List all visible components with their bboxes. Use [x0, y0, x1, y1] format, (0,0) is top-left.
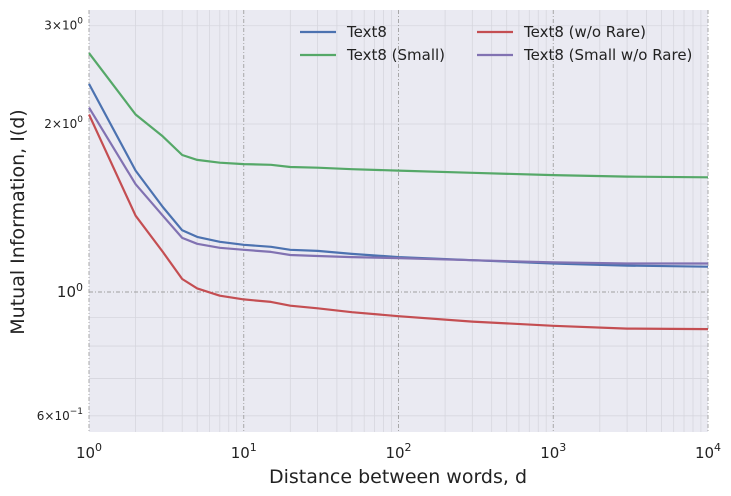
- y-tick-labels: 3×100 2×100 100 6×10−1: [37, 17, 84, 423]
- series-line-4: [88, 107, 708, 265]
- series-line-2: [88, 52, 709, 179]
- legend-label-2: Text8 (Small): [346, 46, 445, 64]
- minor-grid: [89, 10, 708, 432]
- series-lines: [88, 52, 709, 331]
- series-line-3: [88, 114, 709, 331]
- legend: Text8 Text8 (Small) Text8 (w/o Rare) Text8 …: [300, 23, 692, 64]
- y-tick-label: 2×100: [44, 115, 83, 131]
- legend-label-3: Text8 (w/o Rare): [523, 23, 646, 41]
- x-axis-title: Distance between words, d: [269, 466, 527, 488]
- major-grid: [88, 10, 709, 432]
- x-tick-label: 103: [540, 441, 566, 462]
- x-tick-label: 102: [385, 441, 411, 462]
- legend-label-1: Text8: [346, 23, 387, 41]
- y-tick-label: 6×10−1: [37, 407, 83, 423]
- y-tick-label: 100: [57, 281, 83, 301]
- y-tick-label: 3×100: [44, 17, 83, 33]
- x-tick-label: 101: [231, 441, 257, 462]
- x-tick-label: 104: [695, 441, 721, 462]
- y-axis-title: Mutual Information, I(d): [7, 109, 29, 334]
- x-tick-label: 100: [76, 441, 102, 462]
- legend-label-4: Text8 (Small w/o Rare): [523, 46, 692, 64]
- x-tick-labels: 100 101 102 103 104: [76, 441, 721, 462]
